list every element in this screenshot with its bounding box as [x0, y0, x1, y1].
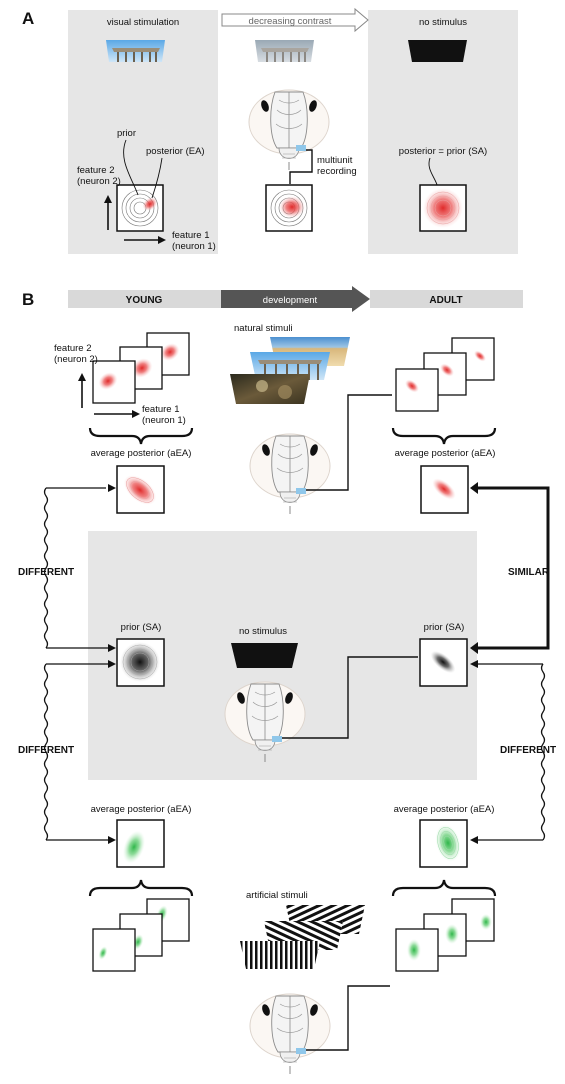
prior-adult-label: prior (SA) — [424, 622, 465, 633]
stage-visual-label: visual stimulation — [107, 17, 179, 28]
prior-label: prior — [117, 128, 136, 139]
middle-posterior-blob — [279, 196, 305, 218]
b-feature1-axis-head — [132, 410, 140, 418]
b-feature2-sub: (neuron 2) — [54, 354, 98, 365]
adult-header: ADULT — [429, 295, 462, 306]
recording-site-artificial — [296, 1048, 306, 1054]
natural-stimuli-label: natural stimuli — [234, 323, 293, 334]
stimulus-image-full — [106, 40, 165, 62]
different-left-1: DIFFERENT — [18, 567, 74, 578]
stimulus-image-low-contrast — [255, 40, 314, 62]
recording-label-2: recording — [317, 166, 357, 177]
different-right: DIFFERENT — [500, 745, 556, 756]
feature2-sub: (neuron 2) — [77, 176, 121, 187]
posterior-prior-label: posterior = prior (SA) — [399, 146, 487, 157]
recording-site-spontaneous — [272, 736, 282, 742]
recording-label-1: multiunit — [317, 155, 353, 166]
no-stimulus-image — [231, 643, 298, 668]
recording-site-icon — [296, 145, 306, 151]
mouse-brain-artificial — [250, 994, 330, 1074]
feature1-sub: (neuron 1) — [172, 241, 216, 252]
b-feature1-label: feature 1 — [142, 404, 180, 415]
avg-post-young-art-label: average posterior (aEA) — [91, 804, 192, 815]
posterior-plot-visual — [117, 185, 163, 231]
b-feature2-axis-head — [78, 373, 86, 381]
stimulus-image-black — [408, 40, 467, 62]
mouse-brain-natural — [250, 434, 330, 514]
recording-site-natural — [296, 488, 306, 494]
similar-right: SIMILAR — [508, 567, 550, 578]
young-artificial-stack — [93, 899, 189, 971]
no-stimulus-label: no stimulus — [239, 626, 287, 637]
feature2-label: feature 2 — [77, 165, 115, 176]
young-natural-brace — [90, 428, 192, 444]
natural-stimuli-images — [230, 337, 350, 404]
avg-post-adult-label: average posterior (aEA) — [395, 448, 496, 459]
panel-a-letter: A — [22, 9, 34, 28]
stage-contrast-label: decreasing contrast — [249, 16, 332, 27]
panel-b-letter: B — [22, 290, 34, 309]
adult-natural-brace — [393, 428, 495, 444]
adult-artificial-brace — [393, 880, 495, 896]
adult-natural-stack — [396, 338, 494, 411]
development-label: development — [263, 295, 318, 306]
feature1-label: feature 1 — [172, 230, 210, 241]
prior-young-label: prior (SA) — [121, 622, 162, 633]
young-header: YOUNG — [126, 295, 163, 306]
avg-post-adult-art-label: average posterior (aEA) — [394, 804, 495, 815]
artificial-stimuli-images — [240, 905, 365, 969]
posterior-label: posterior (EA) — [146, 146, 205, 157]
b-feature2-label: feature 2 — [54, 343, 92, 354]
prior-young-blob — [120, 642, 160, 682]
artificial-stimuli-label: artificial stimuli — [246, 890, 308, 901]
b-feature1-sub: (neuron 1) — [142, 415, 186, 426]
adult-comparison-lines — [478, 488, 548, 840]
different-left-2: DIFFERENT — [18, 745, 74, 756]
stage-none-label: no stimulus — [419, 17, 467, 28]
adult-artificial-stack — [396, 899, 494, 971]
young-artificial-brace — [90, 880, 192, 896]
spontaneous-blob — [423, 188, 463, 228]
young-natural-stack — [93, 333, 189, 403]
avg-post-young-label: average posterior (aEA) — [91, 448, 192, 459]
